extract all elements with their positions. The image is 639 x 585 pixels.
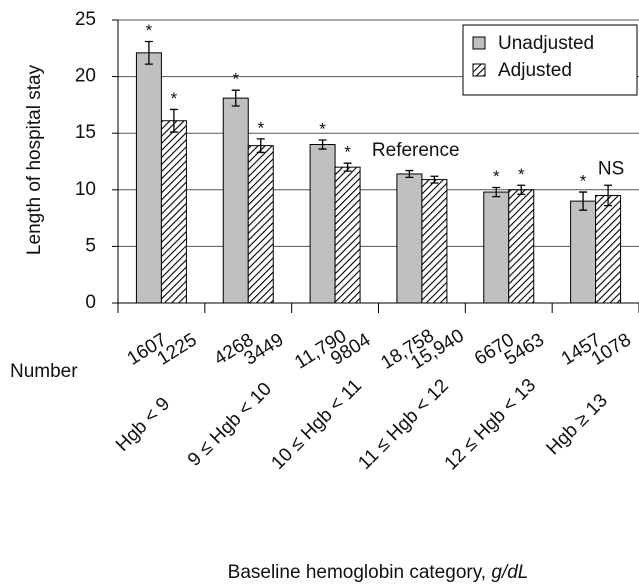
error-bar: [579, 191, 588, 211]
x-axis-label-unit: g/dL: [491, 562, 528, 583]
x-axis-label-text: Baseline hemoglobin category,: [228, 562, 492, 583]
bar: [595, 194, 622, 304]
legend-label: Adjusted: [498, 60, 572, 81]
annotation: *: [171, 89, 178, 108]
bar: [222, 97, 249, 304]
legend-box: [462, 24, 638, 96]
annotation: *: [518, 165, 525, 184]
error-bar: [517, 184, 526, 195]
bar: [334, 166, 361, 304]
legend-swatch: [472, 63, 486, 77]
legend-swatch: [472, 36, 486, 50]
annotation: Reference: [372, 140, 460, 161]
bar: [483, 191, 510, 304]
bar: [309, 144, 336, 304]
y-axis-label: Length of hospital stay: [24, 64, 45, 255]
error-bar: [343, 162, 352, 172]
x-tick-label: 11 ≤ Hgb < 12: [354, 375, 453, 474]
y-tick-label: 15: [75, 122, 96, 143]
annotation: *: [344, 143, 351, 162]
x-axis-label: Baseline hemoglobin category, g/dL: [228, 562, 529, 583]
error-bar: [604, 184, 613, 207]
annotation: *: [493, 167, 500, 186]
bar: [396, 173, 423, 304]
bar: [135, 52, 162, 304]
annotation: NS: [598, 158, 624, 179]
error-bar: [318, 139, 327, 150]
y-tick-label: 10: [75, 179, 96, 200]
error-bar: [231, 89, 240, 107]
error-bar: [169, 108, 178, 133]
error-bar: [405, 169, 414, 178]
annotation: *: [232, 70, 239, 89]
bar: [247, 145, 274, 304]
bar: [570, 200, 597, 304]
annotation: *: [319, 119, 326, 138]
annotation: *: [146, 21, 153, 40]
annotation: *: [257, 118, 264, 137]
error-bar: [430, 175, 439, 184]
error-bar: [144, 40, 153, 65]
error-bar: [492, 186, 501, 198]
y-tick-label: 5: [85, 235, 96, 256]
x-tick-label: Hgb < 9: [112, 394, 174, 456]
bar: [160, 120, 187, 304]
y-tick-label: 0: [85, 292, 96, 313]
x-tick-label: 12 ≤ Hgb < 13: [441, 375, 541, 475]
x-tick-label: Hgb ≥ 13: [543, 390, 612, 459]
bar: [508, 189, 535, 304]
y-tick-label: 20: [75, 66, 96, 87]
bar: [421, 179, 448, 304]
number-label: Number: [10, 361, 78, 382]
x-tick-label: 10 ≤ Hgb < 11: [267, 375, 366, 474]
error-bar: [256, 138, 265, 154]
y-tick-label: 25: [75, 9, 96, 30]
annotation: *: [580, 172, 587, 191]
legend-label: Unadjusted: [498, 33, 594, 54]
x-tick-label: 9 ≤ Hgb < 10: [184, 379, 276, 471]
